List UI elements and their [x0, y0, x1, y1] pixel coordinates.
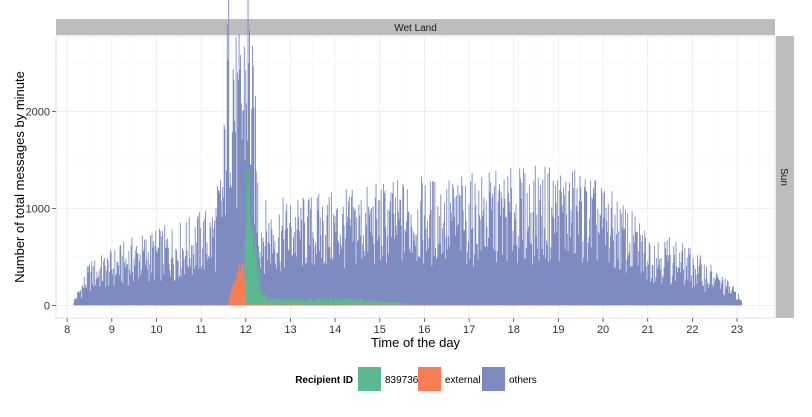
y-axis: 0 1000 2000	[26, 107, 56, 312]
x-tick-label: 20	[597, 324, 609, 336]
legend-label-839736: 839736	[385, 375, 419, 386]
x-tick-label: 11	[195, 324, 206, 336]
x-tick-label: 17	[463, 324, 475, 336]
legend-items: 839736 external others	[358, 367, 537, 391]
facet-strip-top: Wet Land	[56, 19, 775, 35]
legend-swatch-external	[418, 367, 441, 391]
x-tick-label: 16	[418, 324, 430, 336]
facet-strip-right-label: Sun	[778, 168, 789, 186]
x-axis-title: Time of the day	[371, 335, 461, 350]
x-tick-label: 8	[64, 324, 70, 336]
x-tick-label: 19	[552, 324, 564, 336]
x-tick-label: 10	[150, 324, 162, 336]
legend-swatch-839736	[358, 367, 381, 391]
x-tick-label: 14	[329, 324, 341, 336]
legend: Recipient ID 839736 external others	[295, 367, 537, 391]
y-axis-title: Number of total messages by minute	[12, 71, 27, 283]
x-axis: 8 9 10 11 12 13 14 15 16 17 18 19 20 21 22 23	[64, 318, 743, 336]
series-others-bars	[73, 0, 742, 306]
legend-swatch-others	[482, 367, 505, 391]
series-external-bars	[75, 261, 742, 306]
x-tick-label: 18	[508, 324, 520, 336]
legend-label-external: external	[445, 375, 481, 386]
data-series	[73, 0, 742, 306]
legend-title: Recipient ID	[295, 375, 353, 386]
y-tick-label: 1000	[26, 203, 50, 215]
x-tick-label: 22	[686, 324, 698, 336]
x-tick-label: 12	[240, 324, 252, 336]
facet-strip-top-label: Wet Land	[394, 23, 437, 34]
x-tick-label: 13	[284, 324, 296, 336]
legend-label-others: others	[509, 375, 537, 386]
series-external	[75, 261, 742, 306]
series-others	[73, 0, 742, 306]
series-839736-bars	[243, 167, 416, 306]
series-839736	[243, 167, 416, 306]
x-tick-label: 23	[731, 324, 743, 336]
x-tick-label: 9	[109, 324, 115, 336]
x-tick-label: 15	[374, 324, 386, 336]
x-tick-label: 21	[642, 324, 654, 336]
facet-strip-right: Sun	[776, 36, 794, 318]
y-tick-label: 0	[44, 300, 50, 312]
y-tick-label: 2000	[26, 107, 50, 119]
